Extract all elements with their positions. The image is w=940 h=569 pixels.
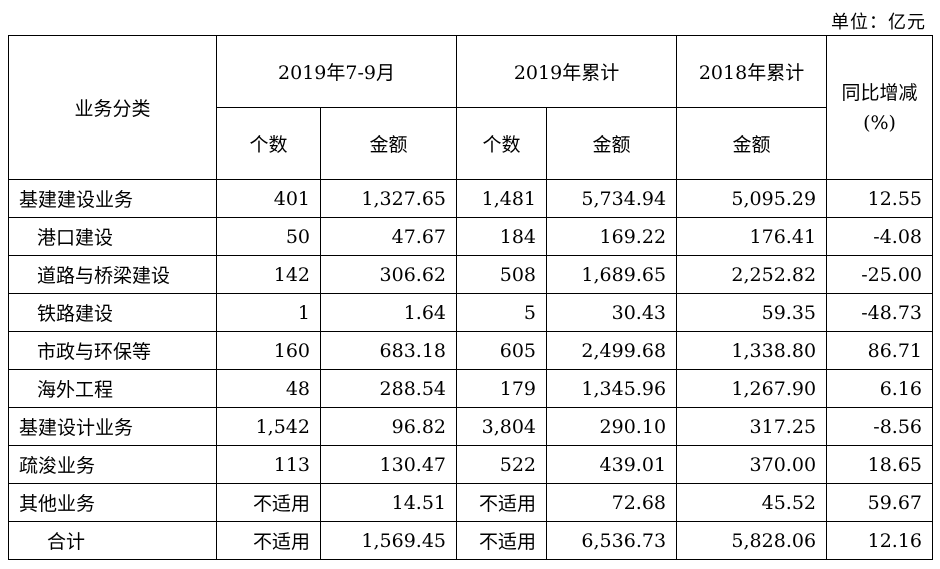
header-count-1: 个数 (216, 107, 321, 180)
row-amount-1: 1,327.65 (319, 179, 458, 218)
row-count-2: 184 (456, 217, 548, 256)
row-yoy: 6.16 (826, 369, 934, 408)
row-name: 基建设计业务 (8, 407, 217, 446)
row-count-1: 142 (216, 255, 321, 294)
row-amount-3: 59.35 (676, 293, 828, 332)
table-row: 海外工程 48 288.54 179 1,345.96 1,267.90 6.1… (8, 369, 934, 408)
header-period2: 2019年累计 (456, 35, 678, 108)
row-count-1: 50 (216, 217, 321, 256)
row-yoy: -25.00 (826, 255, 934, 294)
row-amount-1: 683.18 (319, 331, 458, 370)
row-amount-3: 317.25 (676, 407, 828, 446)
row-count-1: 不适用 (216, 483, 321, 522)
row-yoy: -4.08 (826, 217, 934, 256)
row-amount-2: 1,345.96 (546, 369, 678, 408)
table-row: 基建建设业务 401 1,327.65 1,481 5,734.94 5,095… (8, 179, 934, 218)
row-amount-3: 2,252.82 (676, 255, 828, 294)
row-count-2: 508 (456, 255, 548, 294)
row-amount-1: 130.47 (319, 445, 458, 484)
row-name: 港口建设 (8, 217, 217, 256)
table-row-total: 合计 不适用 1,569.45 不适用 6,536.73 5,828.06 12… (8, 521, 934, 560)
row-name: 疏浚业务 (8, 445, 217, 484)
table-row: 铁路建设 1 1.64 5 30.43 59.35 -48.73 (8, 293, 934, 332)
row-amount-1: 306.62 (319, 255, 458, 294)
header-count-2: 个数 (456, 107, 548, 180)
row-amount-3: 370.00 (676, 445, 828, 484)
table-row: 道路与桥梁建设 142 306.62 508 1,689.65 2,252.82… (8, 255, 934, 294)
row-name: 市政与环保等 (8, 331, 217, 370)
row-name: 道路与桥梁建设 (8, 255, 217, 294)
row-count-1: 1,542 (216, 407, 321, 446)
row-amount-1: 96.82 (319, 407, 458, 446)
header-amount-3: 金额 (676, 107, 828, 180)
row-count-2: 不适用 (456, 521, 548, 560)
row-amount-1: 47.67 (319, 217, 458, 256)
row-amount-2: 439.01 (546, 445, 678, 484)
table-row: 市政与环保等 160 683.18 605 2,499.68 1,338.80 … (8, 331, 934, 370)
unit-label: 单位：亿元 (831, 12, 926, 33)
header-period3: 2018年累计 (676, 35, 828, 108)
header-row-1: 业务分类 2019年7-9月 2019年累计 2018年累计 同比增减 (%) (8, 35, 934, 180)
row-name: 基建建设业务 (8, 179, 217, 218)
row-yoy: 18.65 (826, 445, 934, 484)
row-amount-3: 1,338.80 (676, 331, 828, 370)
row-count-2: 522 (456, 445, 548, 484)
row-count-1: 401 (216, 179, 321, 218)
row-count-2: 5 (456, 293, 548, 332)
row-amount-3: 45.52 (676, 483, 828, 522)
row-yoy: -8.56 (826, 407, 934, 446)
row-name: 海外工程 (8, 369, 217, 408)
row-amount-1: 1.64 (319, 293, 458, 332)
row-amount-2: 5,734.94 (546, 179, 678, 218)
row-name: 合计 (8, 521, 217, 560)
row-amount-1: 288.54 (319, 369, 458, 408)
row-amount-1: 14.51 (319, 483, 458, 522)
row-amount-3: 5,095.29 (676, 179, 828, 218)
row-amount-3: 5,828.06 (676, 521, 828, 560)
row-count-1: 不适用 (216, 521, 321, 560)
row-yoy: 59.67 (826, 483, 934, 522)
header-amount-1: 金额 (319, 107, 458, 180)
row-name: 其他业务 (8, 483, 217, 522)
row-count-1: 48 (216, 369, 321, 408)
row-amount-2: 1,689.65 (546, 255, 678, 294)
row-yoy: 86.71 (826, 331, 934, 370)
row-amount-3: 1,267.90 (676, 369, 828, 408)
table-row: 港口建设 50 47.67 184 169.22 176.41 -4.08 (8, 217, 934, 256)
row-yoy: 12.16 (826, 521, 934, 560)
table-row: 基建设计业务 1,542 96.82 3,804 290.10 317.25 -… (8, 407, 934, 446)
row-yoy: -48.73 (826, 293, 934, 332)
header-yoy-line2: (%) (863, 111, 896, 134)
row-amount-1: 1,569.45 (319, 521, 458, 560)
row-amount-2: 2,499.68 (546, 331, 678, 370)
header-row-2: 个数 金额 个数 金额 金额 (9, 107, 933, 180)
row-count-1: 1 (216, 293, 321, 332)
row-amount-2: 72.68 (546, 483, 678, 522)
row-yoy: 12.55 (826, 179, 934, 218)
row-count-2: 1,481 (456, 179, 548, 218)
row-amount-2: 290.10 (546, 407, 678, 446)
row-count-2: 179 (456, 369, 548, 408)
header-yoy-line1: 同比增减 (841, 81, 918, 104)
table-row: 疏浚业务 113 130.47 522 439.01 370.00 18.65 (8, 445, 934, 484)
row-count-2: 605 (456, 331, 548, 370)
header-category: 业务分类 (8, 35, 217, 180)
row-amount-2: 169.22 (546, 217, 678, 256)
row-count-1: 113 (216, 445, 321, 484)
row-amount-2: 30.43 (546, 293, 678, 332)
business-table: 业务分类 2019年7-9月 2019年累计 2018年累计 同比增减 (%) … (8, 35, 934, 560)
header-period1: 2019年7-9月 (215, 35, 458, 108)
header-yoy: 同比增减 (%) (826, 35, 934, 180)
row-count-2: 3,804 (456, 407, 548, 446)
row-name: 铁路建设 (8, 293, 217, 332)
row-count-1: 160 (216, 331, 321, 370)
header-amount-2: 金额 (546, 107, 678, 180)
table-row: 其他业务 不适用 14.51 不适用 72.68 45.52 59.67 (8, 483, 934, 522)
row-amount-2: 6,536.73 (546, 521, 678, 560)
row-count-2: 不适用 (456, 483, 548, 522)
row-amount-3: 176.41 (676, 217, 828, 256)
